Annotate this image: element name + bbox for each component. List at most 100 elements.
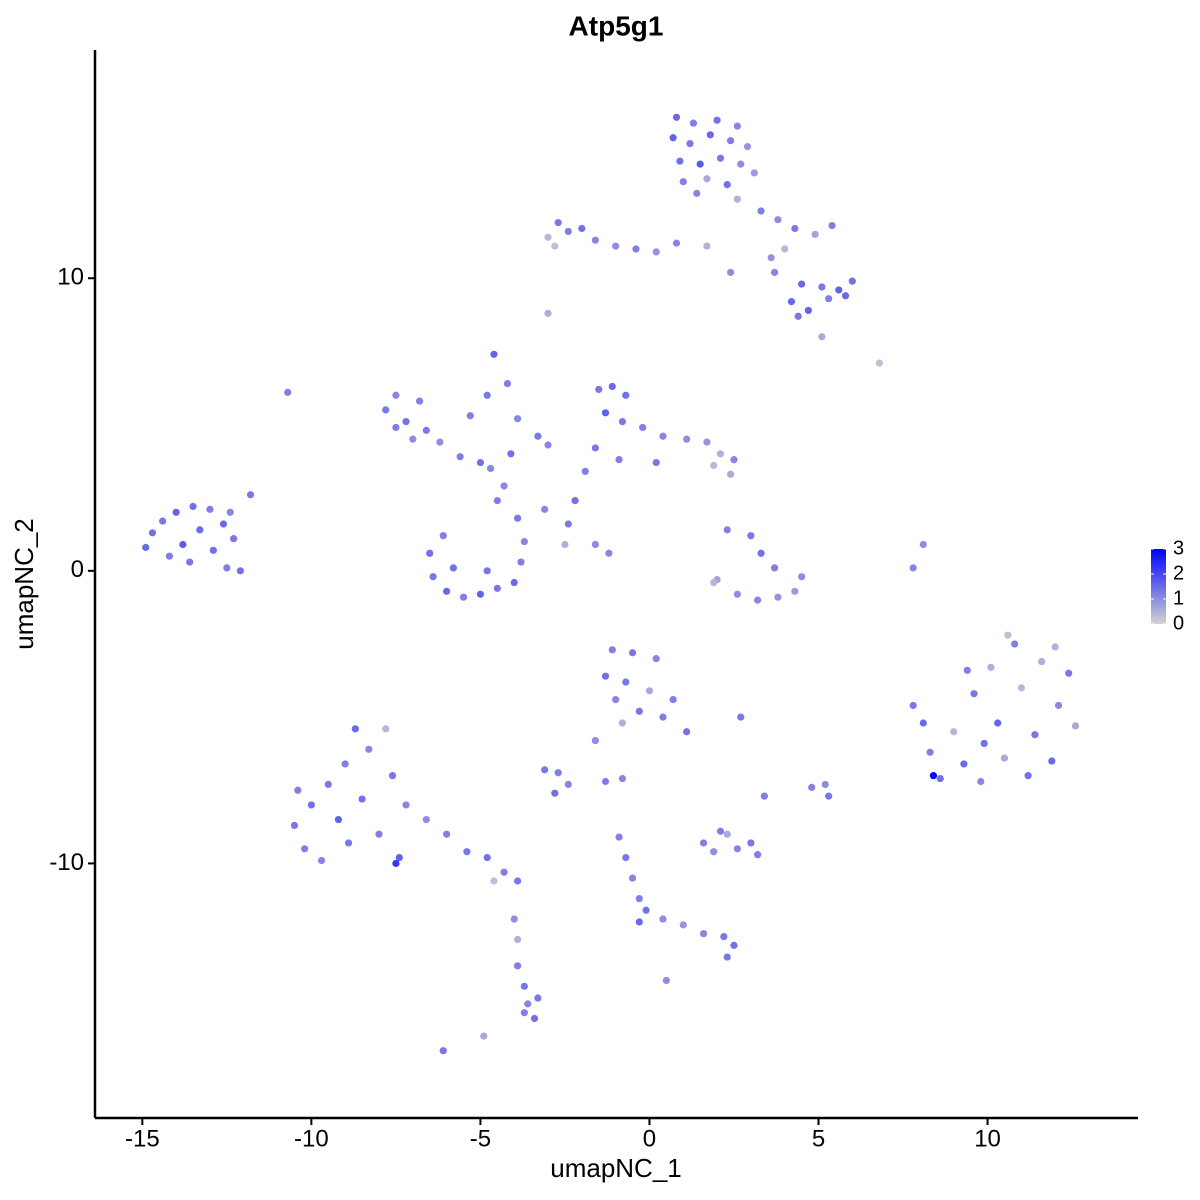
cell-point xyxy=(544,233,552,241)
cell-point xyxy=(936,774,944,783)
cell-point xyxy=(622,391,630,399)
cell-point xyxy=(727,470,735,478)
x-tick-label: 5 xyxy=(812,1125,825,1152)
cell-point xyxy=(615,456,623,464)
cell-point xyxy=(456,453,464,461)
cell-point xyxy=(821,780,829,789)
cell-point xyxy=(284,388,292,396)
cell-point xyxy=(520,1009,528,1017)
cell-point xyxy=(791,587,799,595)
cell-point xyxy=(669,695,677,704)
cell-point xyxy=(219,520,228,528)
cell-point xyxy=(514,935,522,944)
cell-point xyxy=(987,663,995,671)
cell-point xyxy=(551,242,559,250)
cell-point xyxy=(294,786,302,794)
y-tick-label: -10 xyxy=(49,849,84,876)
cell-point xyxy=(334,815,343,824)
cell-point xyxy=(716,450,725,458)
cell-point xyxy=(652,248,660,256)
cell-point xyxy=(950,728,958,736)
cell-point xyxy=(669,134,677,142)
cell-point xyxy=(628,649,637,657)
cell-point xyxy=(612,695,620,704)
cell-point xyxy=(727,268,735,276)
cell-point xyxy=(622,678,630,686)
cell-point xyxy=(324,780,332,789)
cell-point xyxy=(960,760,968,768)
cell-point xyxy=(466,412,474,420)
cell-point xyxy=(828,221,836,230)
cell-point xyxy=(148,529,157,537)
y-tick-label: 10 xyxy=(57,264,84,291)
cell-point xyxy=(500,868,508,876)
cell-point xyxy=(514,962,522,970)
cell-point xyxy=(635,894,643,903)
cell-point xyxy=(1071,722,1080,730)
cell-point xyxy=(760,792,769,800)
cell-point xyxy=(165,552,173,560)
cell-point xyxy=(723,830,731,838)
cell-point xyxy=(703,242,711,250)
cell-point xyxy=(142,543,150,552)
cell-point xyxy=(439,1047,447,1055)
cell-point xyxy=(1054,701,1063,710)
cell-point xyxy=(767,254,775,262)
cell-point xyxy=(659,432,667,440)
cell-point xyxy=(206,505,214,513)
cell-point xyxy=(618,774,627,783)
cell-point xyxy=(825,792,833,800)
cell-point xyxy=(483,853,491,862)
cell-point xyxy=(919,540,927,549)
cell-point xyxy=(909,701,917,710)
cell-point xyxy=(486,464,495,473)
cell-point xyxy=(490,350,498,358)
cell-point xyxy=(875,359,883,367)
cell-point xyxy=(737,713,745,721)
cell-point xyxy=(246,491,255,499)
cell-point xyxy=(534,432,542,440)
color-tick-label: 1 xyxy=(1173,587,1184,609)
cell-point xyxy=(209,546,217,554)
cell-point xyxy=(365,745,373,753)
cell-point xyxy=(459,593,468,601)
cell-point xyxy=(994,719,1002,727)
cell-point xyxy=(723,526,731,534)
cell-point xyxy=(970,690,978,698)
cell-point xyxy=(564,780,572,789)
cell-point xyxy=(628,874,637,882)
cell-point xyxy=(733,122,741,130)
cell-point xyxy=(476,458,485,467)
cell-point xyxy=(608,382,616,391)
cell-point xyxy=(189,502,197,511)
cell-point xyxy=(480,1032,488,1040)
cell-point xyxy=(686,140,694,148)
cell-point xyxy=(639,423,647,432)
cell-point xyxy=(1017,684,1025,692)
cell-point xyxy=(747,532,755,540)
cell-point xyxy=(791,224,799,233)
cell-point xyxy=(980,739,988,748)
cell-point xyxy=(730,456,738,464)
cell-point xyxy=(443,830,451,838)
cell-point xyxy=(422,426,430,434)
cell-point xyxy=(612,242,620,250)
cell-point xyxy=(436,438,444,446)
cell-point xyxy=(476,590,485,598)
cell-point xyxy=(909,564,917,572)
cell-point xyxy=(1010,640,1019,648)
cell-point xyxy=(483,391,491,399)
cell-point xyxy=(463,848,471,856)
cell-point xyxy=(392,391,400,399)
cell-point xyxy=(693,189,701,197)
cell-point xyxy=(514,415,522,423)
cell-point xyxy=(848,277,856,285)
cell-point xyxy=(818,283,826,291)
cell-point xyxy=(601,409,610,417)
cell-point xyxy=(571,497,579,505)
cell-point xyxy=(510,578,518,587)
cell-point xyxy=(510,915,518,923)
cell-point xyxy=(787,298,796,306)
cell-point xyxy=(825,295,833,303)
cell-point xyxy=(699,930,708,938)
